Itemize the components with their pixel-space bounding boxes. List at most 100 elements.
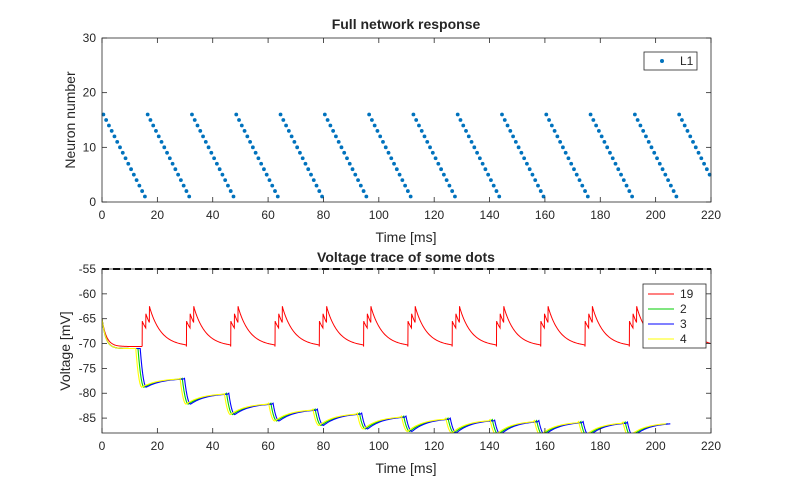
raster-dot — [253, 150, 258, 155]
raster-dot — [289, 134, 294, 139]
raster-y-tick-label: 30 — [83, 31, 97, 45]
raster-dot — [411, 112, 416, 117]
raster-dot — [245, 134, 250, 139]
raster-dot — [652, 150, 657, 155]
voltage-y-tick-label: -85 — [79, 411, 97, 425]
raster-dot — [270, 183, 275, 188]
raster-dot — [674, 194, 679, 199]
raster-dot — [630, 194, 635, 199]
raster-dot — [707, 172, 712, 177]
raster-dot — [585, 194, 590, 199]
raster-dot — [489, 178, 493, 183]
raster-dot — [339, 145, 344, 150]
raster-dot — [123, 156, 128, 161]
raster-dot — [464, 129, 468, 133]
raster-dot — [596, 129, 601, 133]
raster-dot — [137, 183, 142, 188]
raster-dot — [109, 129, 114, 133]
voltage-y-tick-label: -60 — [79, 287, 97, 301]
voltage-x-tick-label: 0 — [99, 439, 106, 453]
raster-dot — [702, 161, 706, 166]
raster-dot — [217, 167, 222, 172]
raster-dot — [259, 161, 264, 166]
raster-dot — [383, 145, 388, 150]
raster-dot — [450, 189, 455, 193]
raster-dot — [198, 129, 203, 133]
raster-dot — [325, 118, 330, 122]
raster-dot — [156, 134, 161, 139]
raster-dot — [533, 178, 538, 183]
raster-dot — [677, 112, 682, 117]
raster-dot — [547, 118, 551, 122]
raster-dot — [209, 150, 214, 155]
raster-dot — [129, 167, 133, 172]
raster-dot — [361, 189, 366, 193]
raster-dot — [486, 172, 491, 177]
raster-dot — [704, 167, 709, 172]
raster-title: Full network response — [332, 16, 481, 32]
raster-dot — [408, 194, 413, 199]
raster-dot — [173, 167, 178, 172]
raster-dot — [494, 189, 499, 193]
raster-y-tick-label: 0 — [89, 195, 96, 209]
raster-dot — [331, 129, 336, 133]
raster-dot — [195, 123, 200, 128]
legend-label-2: 2 — [680, 302, 687, 316]
raster-dot — [527, 167, 532, 172]
raster-dot — [688, 134, 693, 139]
raster-dot — [455, 112, 460, 117]
raster-dot — [162, 145, 167, 150]
raster-dot — [226, 183, 230, 188]
raster-dot — [549, 123, 554, 128]
raster-dot — [680, 118, 684, 122]
legend-label-19: 19 — [680, 287, 694, 301]
raster-xlabel: Time [ms] — [376, 229, 437, 245]
raster-legend-marker — [660, 59, 664, 63]
raster-dot — [555, 134, 560, 139]
raster-dot — [300, 156, 305, 161]
raster-dot — [458, 118, 463, 122]
raster-dot — [140, 189, 145, 193]
voltage-legend: 19 2 3 4 — [642, 283, 707, 349]
voltage-y-tick-label: -55 — [79, 262, 97, 276]
raster-dot — [178, 178, 183, 183]
raster-dot — [403, 183, 408, 188]
voltage-plot-area — [102, 269, 711, 433]
raster-dot — [649, 145, 654, 150]
raster-dot — [480, 161, 485, 166]
raster-dot — [641, 129, 646, 133]
raster-dot — [370, 118, 374, 122]
raster-dot — [572, 167, 576, 172]
raster-dot — [192, 118, 197, 122]
raster-dot — [167, 156, 172, 161]
raster-dot — [284, 123, 288, 128]
raster-dot — [502, 118, 507, 122]
voltage-y-tick-label: -75 — [79, 361, 97, 375]
raster-dot — [223, 178, 228, 183]
raster-dot — [505, 123, 510, 128]
raster-dot — [433, 156, 438, 161]
raster-dot — [613, 161, 618, 166]
raster-dot — [663, 172, 668, 177]
raster-dot — [569, 161, 574, 166]
raster-dot — [530, 172, 535, 177]
raster-dot — [372, 123, 377, 128]
raster-dot — [286, 129, 291, 133]
raster-x-tick-label: 100 — [369, 208, 389, 222]
raster-dot — [159, 139, 164, 144]
raster-dot — [176, 172, 181, 177]
raster-dot — [267, 178, 272, 183]
raster-dot — [248, 139, 253, 144]
raster-dot — [336, 139, 341, 144]
raster-dot — [425, 139, 430, 144]
raster-dot — [660, 167, 665, 172]
raster-dot — [632, 112, 637, 117]
raster-dot — [436, 161, 441, 166]
raster-dot — [292, 139, 297, 144]
raster-dot — [541, 194, 546, 199]
raster-dot — [148, 118, 153, 122]
raster-dot — [558, 139, 563, 144]
raster-dot — [281, 118, 286, 122]
raster-dot — [624, 183, 629, 188]
raster-x-tick-label: 200 — [646, 208, 666, 222]
